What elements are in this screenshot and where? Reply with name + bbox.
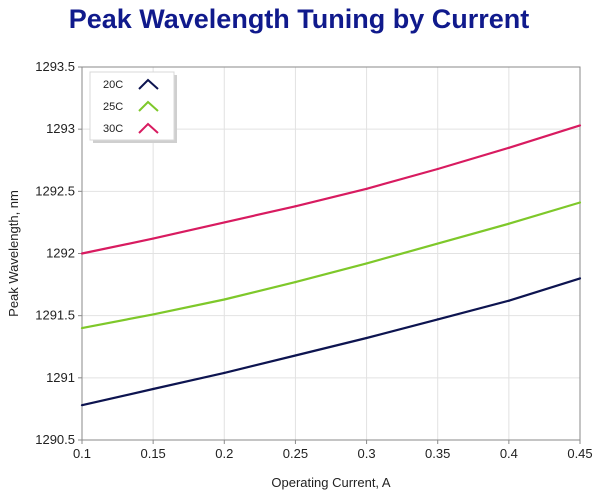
data-point-20C — [294, 354, 297, 357]
series-line-25C — [81, 201, 581, 330]
x-tick-label: 0.3 — [358, 446, 376, 461]
data-point-25C — [365, 262, 368, 265]
data-point-30C — [152, 237, 155, 240]
x-tick-label: 0.2 — [215, 446, 233, 461]
y-tick-label: 1291 — [46, 370, 75, 385]
x-tick-label: 0.35 — [425, 446, 450, 461]
series-line-30C — [81, 124, 581, 255]
x-tick-label: 0.4 — [500, 446, 518, 461]
tick-labels: 0.1 0.15 0.2 0.25 0.3 0.35 0.4 0.45 1290.5 1291 12… — [35, 59, 592, 461]
legend-swatch-30C — [138, 122, 159, 134]
legend-label: 20C — [103, 79, 123, 91]
data-point-25C — [436, 242, 439, 245]
data-point-25C — [294, 280, 297, 284]
data-point-25C — [223, 298, 226, 301]
y-axis-label: Peak Wavelength, nm — [6, 190, 21, 317]
y-tick-label: 1293.5 — [35, 59, 75, 74]
x-tick-label: 0.45 — [567, 446, 592, 461]
data-point-25C — [578, 201, 582, 204]
data-point-30C — [507, 146, 510, 149]
data-point-30C — [294, 205, 297, 208]
data-point-30C — [223, 221, 226, 224]
data-point-30C — [80, 252, 84, 255]
legend-label: 25C — [103, 101, 123, 113]
legend: 20C 25C 30C — [89, 71, 177, 143]
legend-box — [89, 71, 175, 141]
data-point-20C — [436, 318, 439, 321]
series-lines — [80, 124, 582, 407]
data-point-25C — [80, 327, 84, 330]
data-point-20C — [578, 277, 582, 280]
y-tick-label: 1291.5 — [35, 308, 75, 323]
data-point-30C — [365, 187, 368, 190]
data-point-25C — [152, 313, 155, 316]
series-line-20C — [81, 277, 581, 407]
legend-swatch-20C — [138, 78, 159, 90]
legend-label: 30C — [103, 123, 123, 135]
y-tick-label: 1292 — [46, 246, 75, 261]
x-tick-label: 0.1 — [73, 446, 91, 461]
y-tick-label: 1293 — [46, 121, 75, 136]
x-axis-label: Operating Current, A — [271, 475, 391, 490]
data-point-25C — [507, 222, 510, 225]
y-tick-label: 1292.5 — [35, 183, 75, 198]
data-point-30C — [578, 124, 582, 127]
data-point-30C — [436, 167, 439, 171]
x-tick-label: 0.25 — [283, 446, 308, 461]
y-tick-label: 1290.5 — [35, 432, 75, 447]
data-point-20C — [507, 299, 510, 302]
legend-swatch-25C — [138, 100, 159, 112]
data-point-20C — [223, 371, 226, 374]
chart-title: Peak Wavelength Tuning by Current — [68, 4, 530, 34]
x-tick-label: 0.15 — [140, 446, 165, 461]
data-point-20C — [365, 336, 368, 340]
data-point-20C — [80, 404, 84, 407]
data-point-20C — [152, 387, 155, 391]
